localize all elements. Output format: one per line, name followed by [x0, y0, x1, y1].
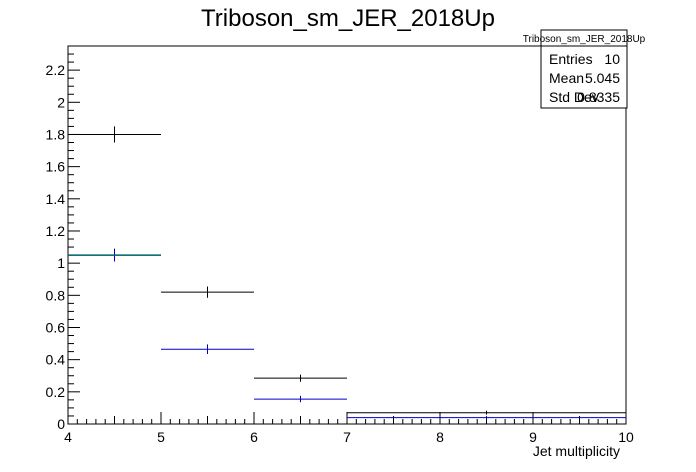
stats-entries-label: Entries [549, 51, 593, 67]
x-tick-label: 9 [529, 429, 537, 445]
y-tick-label: 0.6 [46, 319, 66, 335]
y-tick-label: 2.2 [46, 62, 66, 78]
stats-stddev-value: 0.8335 [577, 89, 620, 105]
y-tick-label: 2 [57, 94, 65, 110]
x-tick-label: 6 [250, 429, 258, 445]
y-tick-label: 0 [57, 416, 65, 432]
y-tick-label: 1 [57, 255, 65, 271]
y-tick-label: 0.2 [46, 384, 66, 400]
data-markers [68, 126, 626, 420]
y-tick-label: 1.8 [46, 126, 66, 142]
y-tick-label: 0.4 [46, 352, 66, 368]
stats-entries-value: 10 [604, 51, 620, 67]
x-tick-label: 7 [343, 429, 351, 445]
stats-box: Triboson_sm_JER_2018Up Entries 10 Mean 5… [523, 29, 646, 109]
y-tick-label: 1.6 [46, 159, 66, 175]
chart-title: Triboson_sm_JER_2018Up [201, 5, 495, 32]
x-tick-label: 10 [618, 429, 634, 445]
stats-box-frame [540, 29, 628, 109]
x-tick-label: 4 [64, 429, 72, 445]
x-axis-title: Jet multiplicity [533, 443, 620, 459]
axes: 4 5 6 7 8 9 10 0 0.2 0.4 0.6 0.8 1 1.2 1.4 1.6 1.8 2 2.2 [46, 45, 634, 445]
x-tick-label: 5 [157, 429, 165, 445]
y-tick-label: 1.4 [46, 191, 66, 207]
x-tick-label: 8 [436, 429, 444, 445]
stats-stddev-label: Std Dev [549, 89, 599, 105]
stats-box-title: Triboson_sm_JER_2018Up [523, 34, 646, 45]
y-tick-label: 0.8 [46, 287, 66, 303]
stats-mean-label: Mean [549, 70, 584, 86]
stats-mean-value: 5.045 [585, 70, 620, 86]
y-tick-label: 1.2 [46, 223, 66, 239]
